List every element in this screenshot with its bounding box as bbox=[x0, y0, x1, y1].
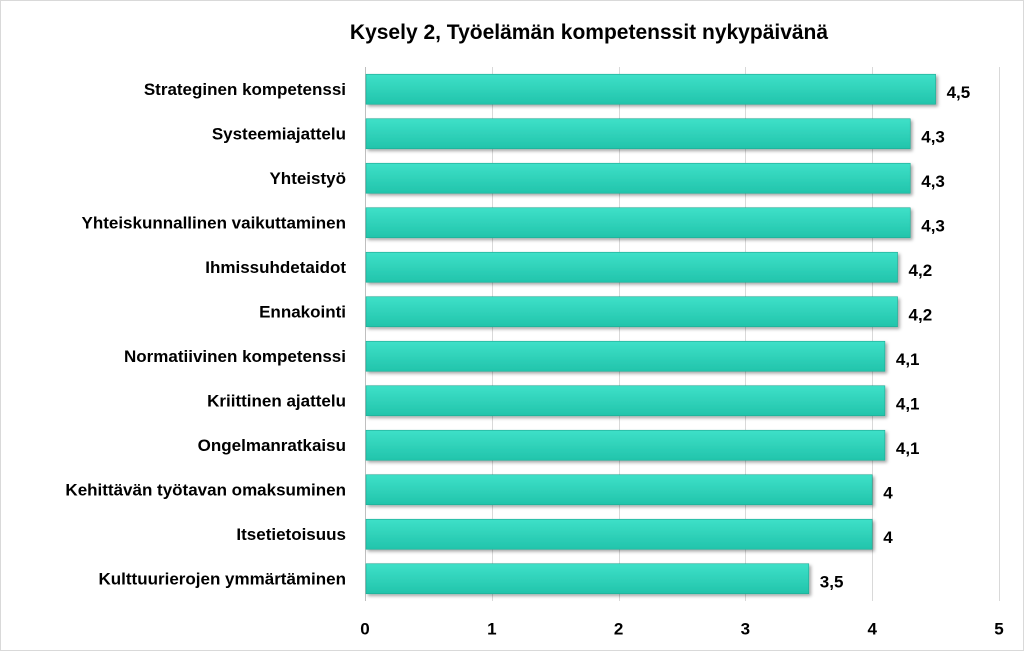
category-label: Kehittävän työtavan omaksuminen bbox=[65, 480, 346, 499]
gridlines bbox=[365, 67, 1000, 601]
value-label: 4,3 bbox=[921, 172, 945, 191]
category-label: Normatiivinen kompetenssi bbox=[124, 347, 346, 366]
bar-8 bbox=[365, 385, 886, 417]
value-label: 4,2 bbox=[909, 305, 933, 324]
bar-11 bbox=[365, 518, 873, 550]
value-label: 4,3 bbox=[921, 127, 945, 146]
category-labels: Strateginen kompetenssi Systeemiajattelu Y… bbox=[65, 80, 346, 589]
bar-3 bbox=[365, 162, 911, 194]
bar-1 bbox=[365, 73, 936, 105]
category-label: Kulttuurierojen ymmärtäminen bbox=[99, 569, 347, 588]
value-label: 3,5 bbox=[820, 572, 844, 591]
x-tick-label: 0 bbox=[360, 620, 369, 639]
value-label: 4 bbox=[883, 528, 893, 547]
x-tick-label: 2 bbox=[614, 620, 623, 639]
chart-title: Kysely 2, Työelämän kompetenssit nykypäi… bbox=[350, 21, 828, 44]
bar-6 bbox=[365, 296, 898, 328]
value-label: 4 bbox=[883, 483, 893, 502]
bar-5 bbox=[365, 251, 898, 283]
category-label: Ihmissuhdetaidot bbox=[205, 258, 346, 277]
value-label: 4,1 bbox=[896, 439, 920, 458]
value-labels: 4,5 4,3 4,3 4,3 4,2 4,2 4,1 4,1 4,1 4 4 3,5 bbox=[820, 83, 970, 592]
x-tick-label: 5 bbox=[994, 620, 1003, 639]
bar-10 bbox=[365, 474, 873, 506]
value-label: 4,1 bbox=[896, 350, 920, 369]
x-axis-tick-labels: 0 1 2 3 4 5 bbox=[360, 620, 1003, 639]
bar-2 bbox=[365, 118, 911, 150]
bar-12 bbox=[365, 563, 810, 595]
category-label: Strateginen kompetenssi bbox=[144, 80, 346, 99]
category-label: Systeemiajattelu bbox=[212, 124, 346, 143]
bar-9 bbox=[365, 429, 886, 461]
value-label: 4,3 bbox=[921, 216, 945, 235]
bar-4 bbox=[365, 207, 911, 239]
x-tick-label: 3 bbox=[741, 620, 750, 639]
category-label: Yhteistyö bbox=[269, 169, 346, 188]
x-tick-label: 1 bbox=[487, 620, 496, 639]
bars bbox=[365, 73, 936, 595]
category-label: Ongelmanratkaisu bbox=[198, 436, 346, 455]
category-label: Itsetietoisuus bbox=[236, 525, 346, 544]
x-tick-label: 4 bbox=[867, 620, 877, 639]
value-label: 4,1 bbox=[896, 394, 920, 413]
bar-7 bbox=[365, 340, 886, 372]
category-label: Ennakointi bbox=[259, 302, 346, 321]
value-label: 4,2 bbox=[909, 261, 933, 280]
category-label: Kriittinen ajattelu bbox=[207, 391, 346, 410]
category-label: Yhteiskunnallinen vaikuttaminen bbox=[81, 213, 346, 232]
value-label: 4,5 bbox=[947, 83, 971, 102]
